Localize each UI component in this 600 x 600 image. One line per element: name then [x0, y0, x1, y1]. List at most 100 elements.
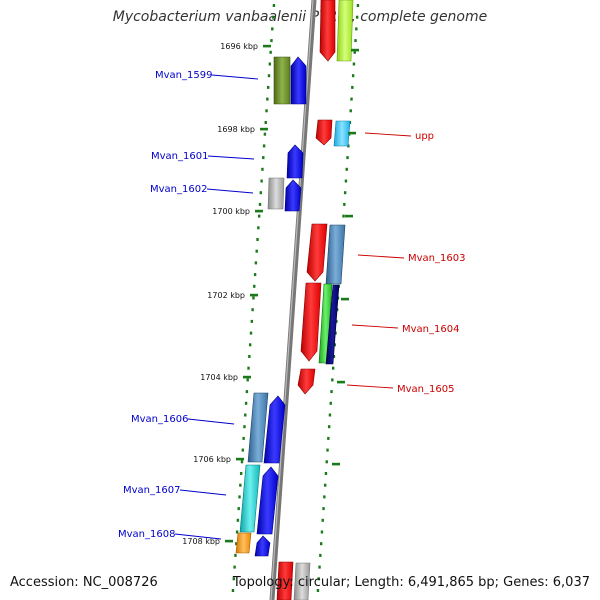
- gene-arrow[interactable]: [267, 177, 285, 210]
- rail-dot: [272, 4, 276, 7]
- rail-dot: [351, 74, 355, 78]
- gene-arrow[interactable]: [263, 395, 286, 464]
- gene-arrow[interactable]: [256, 466, 279, 535]
- gene-label-mvan-1602[interactable]: Mvan_1602: [150, 184, 207, 195]
- rail-dot: [342, 214, 345, 218]
- rail-dot: [343, 202, 346, 206]
- rail-dot: [320, 530, 324, 534]
- genome-title: Mycobacterium vanbaalenii PYR-1, complet…: [112, 9, 488, 25]
- rail-dot: [323, 495, 326, 499]
- leader-line: [207, 155, 255, 160]
- rail-dot: [259, 191, 263, 195]
- rail-dot: [239, 483, 242, 487]
- gene-label-mvan-1604[interactable]: Mvan_1604: [402, 324, 459, 335]
- rail-dot: [247, 366, 250, 370]
- accession-text: Accession: NC_008726: [10, 575, 158, 590]
- leader-line: [174, 533, 222, 540]
- rail-dot: [242, 436, 245, 440]
- rail-dot: [321, 518, 324, 522]
- rail-dot: [345, 167, 348, 171]
- rail-dot: [327, 425, 331, 429]
- rail-dot: [253, 273, 257, 277]
- rail-dot: [254, 261, 258, 265]
- rail-dot: [252, 296, 255, 300]
- gene-arrow[interactable]: [306, 223, 328, 282]
- gene-arrow[interactable]: [276, 561, 294, 600]
- tick-mark: [345, 214, 353, 218]
- rail-dot: [232, 577, 235, 581]
- rail-dot: [250, 319, 254, 323]
- rail-dot: [353, 50, 356, 54]
- tick-label: 1706 kbp: [193, 455, 231, 464]
- rail-dot: [263, 132, 267, 136]
- gene-label-mvan-1603[interactable]: Mvan_1603: [408, 253, 465, 264]
- gene-arrow[interactable]: [286, 144, 304, 179]
- rail-dot: [351, 85, 354, 89]
- gene-label-upp[interactable]: upp: [415, 131, 434, 142]
- gene-arrow[interactable]: [273, 56, 291, 105]
- tick-label: 1708 kbp: [182, 537, 220, 546]
- tick-label: 1698 kbp: [217, 125, 255, 134]
- rail-dot: [319, 542, 323, 546]
- gene-arrow[interactable]: [336, 0, 354, 62]
- rail-dot: [349, 109, 352, 113]
- gene-arrow[interactable]: [325, 284, 340, 365]
- gene-arrow[interactable]: [293, 562, 311, 600]
- rail-dot: [265, 109, 268, 113]
- gene-arrow[interactable]: [319, 0, 336, 62]
- leader-line: [351, 324, 399, 329]
- rail-dot: [253, 284, 256, 288]
- tick-mark: [351, 48, 359, 52]
- tick-mark: [337, 380, 345, 384]
- rail-dot: [262, 144, 266, 148]
- rail-dot: [245, 390, 249, 394]
- rail-dot: [318, 565, 321, 569]
- rail-dot: [271, 15, 275, 19]
- gene-arrow[interactable]: [300, 282, 322, 362]
- rail-dot: [257, 226, 260, 230]
- gene-label-mvan-1608[interactable]: Mvan_1608: [118, 529, 175, 540]
- gene-label-mvan-1601[interactable]: Mvan_1601: [151, 151, 208, 162]
- rail-dot: [251, 308, 254, 312]
- rail-dot: [235, 542, 238, 546]
- rail-dot: [239, 472, 243, 475]
- tick-mark: [243, 375, 251, 379]
- leader-line: [346, 384, 394, 389]
- kbp-ticks: 1696 kbp 1698 kbp 1700 kbp 1702 kbp 1704 kbp…: [182, 42, 359, 546]
- gene-arrow[interactable]: [284, 179, 302, 212]
- inner-dotted-rail: [231, 4, 276, 592]
- gene-arrow[interactable]: [254, 535, 271, 557]
- rail-dot: [238, 495, 241, 499]
- gene-arrow[interactable]: [290, 56, 307, 105]
- gene-label-mvan-1605[interactable]: Mvan_1605: [397, 384, 454, 395]
- rail-dot: [268, 62, 272, 66]
- gene-arrow[interactable]: [315, 119, 333, 146]
- gene-label-mvan-1606[interactable]: Mvan_1606: [131, 414, 188, 425]
- rail-dot: [240, 460, 244, 464]
- gene-arrow[interactable]: [297, 368, 316, 395]
- gene-arrow[interactable]: [235, 532, 252, 554]
- rail-dot: [322, 507, 325, 511]
- tick-mark: [255, 209, 263, 213]
- rail-dot: [316, 589, 320, 592]
- gene-arrow[interactable]: [333, 120, 351, 147]
- rail-dot: [256, 238, 259, 241]
- rail-dot: [347, 144, 350, 148]
- gene-arrow[interactable]: [247, 392, 269, 463]
- gene-arrow[interactable]: [325, 224, 346, 285]
- rail-dot: [262, 156, 265, 160]
- leader-line: [357, 254, 405, 259]
- gene-label-mvan-1599[interactable]: Mvan_1599: [155, 70, 212, 81]
- rail-dot: [319, 553, 322, 557]
- tick-mark: [263, 44, 271, 48]
- rail-dot: [248, 355, 251, 358]
- forward-genes: [235, 56, 307, 557]
- rail-dot: [233, 565, 236, 569]
- gene-arrow[interactable]: [239, 464, 261, 533]
- rail-dot: [356, 4, 360, 7]
- rail-dot: [255, 249, 258, 253]
- rail-dot: [343, 191, 347, 195]
- gene-label-mvan-1607[interactable]: Mvan_1607: [123, 485, 180, 496]
- rail-dot: [235, 530, 239, 534]
